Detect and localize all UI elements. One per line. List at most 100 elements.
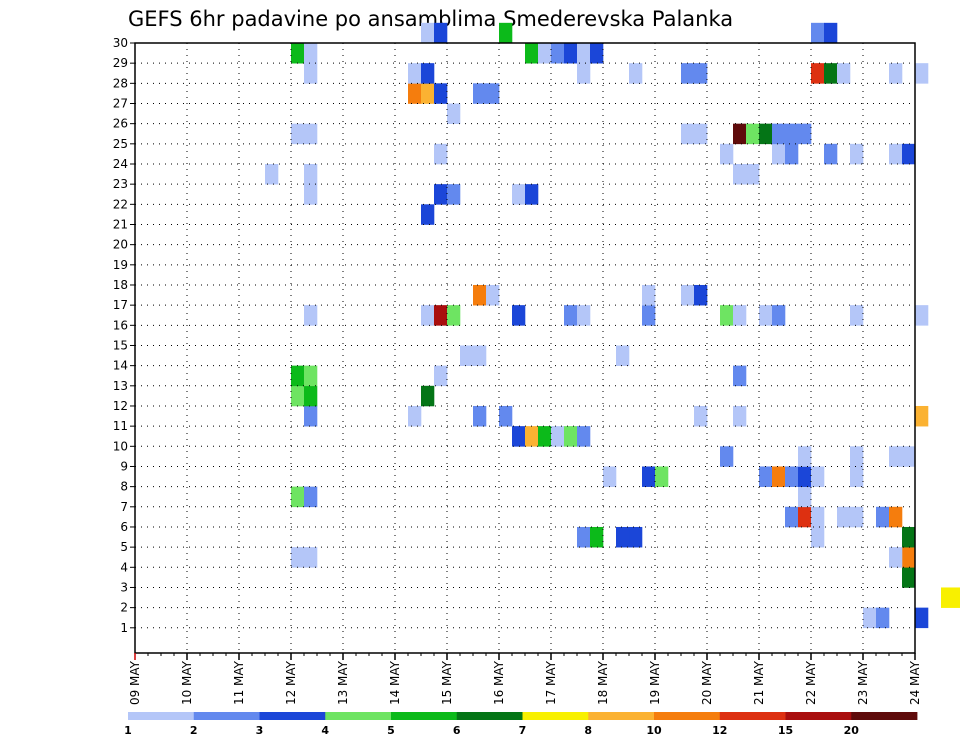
colorbar-swatch-10 — [785, 712, 852, 720]
y-tick-label-18: 18 — [113, 278, 128, 292]
cell-40 — [785, 466, 799, 487]
cell-137 — [408, 83, 422, 104]
cell-23 — [590, 526, 604, 548]
cell-58 — [499, 405, 513, 427]
colorbar-swatch-2 — [259, 712, 326, 720]
cell-119 — [720, 143, 734, 165]
cell-67 — [421, 385, 435, 407]
colorbar-swatch-0 — [128, 712, 195, 720]
cell-14 — [304, 547, 318, 568]
y-tick-label-4: 4 — [120, 560, 128, 574]
cell-31 — [811, 506, 825, 528]
cell-144 — [421, 63, 435, 84]
cell-10 — [902, 567, 916, 588]
cell-60 — [733, 405, 747, 427]
cell-70 — [434, 365, 448, 387]
x-tick-label-12: 21 MAY — [752, 660, 766, 705]
cell-85 — [434, 305, 448, 326]
cell-54 — [577, 426, 591, 447]
cell-13 — [291, 547, 305, 568]
colorbar-swatch-3 — [325, 712, 392, 720]
cell-109 — [304, 184, 318, 205]
cell-32 — [291, 486, 305, 508]
x-tick-label-9: 18 MAY — [596, 660, 610, 705]
y-tick-label-26: 26 — [113, 117, 128, 131]
cell-164 — [499, 22, 513, 44]
cell-99 — [642, 284, 656, 306]
y-tick-label-3: 3 — [120, 580, 128, 594]
y-tick-label-14: 14 — [113, 359, 128, 373]
colorbar-swatch-11 — [851, 712, 918, 720]
colorbar-label-1: 2 — [190, 724, 198, 737]
cell-88 — [564, 305, 578, 326]
y-tick-label-19: 19 — [113, 258, 128, 272]
cell-28 — [889, 506, 903, 528]
y-tick-label-21: 21 — [113, 217, 128, 231]
cell-152 — [889, 63, 903, 84]
y-tick-label-25: 25 — [113, 137, 128, 151]
y-tick-label-11: 11 — [113, 419, 128, 433]
cell-36 — [655, 466, 669, 487]
x-tick-label-3: 12 MAY — [284, 660, 298, 705]
cell-68 — [291, 365, 305, 387]
cell-98 — [486, 284, 500, 306]
cell-0 — [863, 607, 877, 629]
colorbar: 1 2 3 4 5 6 7 8 10 12 15 20 — [124, 712, 918, 737]
colorbar-label-10: 15 — [778, 724, 793, 737]
cell-95 — [850, 305, 864, 326]
cell-112 — [512, 184, 526, 205]
cell-115 — [265, 163, 279, 185]
cell-139 — [434, 83, 448, 104]
x-tick-label-0: 09 MAY — [128, 660, 142, 705]
cell-65 — [291, 385, 305, 407]
cell-123 — [850, 143, 864, 165]
cell-53 — [564, 426, 578, 447]
x-tick-label-6: 15 MAY — [440, 660, 454, 705]
colorbar-swatch-4 — [391, 712, 458, 720]
x-tick-label-4: 13 MAY — [336, 660, 350, 705]
x-tick-label-2: 11 MAY — [232, 660, 246, 705]
cell-45 — [850, 446, 864, 467]
cell-150 — [824, 63, 838, 84]
cell-87 — [512, 305, 526, 326]
x-tick-label-5: 14 MAY — [388, 660, 402, 705]
cell-100 — [681, 284, 695, 306]
y-tick-label-10: 10 — [113, 439, 128, 453]
cell-129 — [694, 123, 708, 145]
colorbar-swatch-8 — [654, 712, 721, 720]
cell-111 — [447, 184, 461, 205]
y-tick-label-28: 28 — [113, 76, 128, 90]
cell-30 — [798, 506, 812, 528]
colorbar-label-4: 5 — [387, 724, 395, 737]
cell-2 — [915, 607, 929, 629]
colorbar-label-8: 10 — [646, 724, 662, 737]
cell-37 — [603, 466, 617, 487]
colorbar-label-3: 4 — [321, 724, 329, 737]
cell-101 — [694, 284, 708, 306]
cell-91 — [720, 305, 734, 326]
y-tick-label-8: 8 — [120, 480, 128, 494]
cell-166 — [824, 22, 838, 44]
y-tick-label-7: 7 — [120, 500, 128, 514]
cell-61 — [915, 405, 929, 427]
cell-153 — [915, 63, 929, 84]
cell-145 — [577, 63, 591, 84]
y-tick-label-13: 13 — [113, 379, 128, 393]
cell-120 — [772, 143, 786, 165]
cell-116 — [733, 163, 747, 185]
cell-34 — [798, 486, 812, 508]
colorbar-label-5: 6 — [453, 724, 461, 737]
colorbar-swatch-6 — [522, 712, 589, 720]
cell-157 — [538, 43, 552, 64]
x-tick-label-11: 20 MAY — [700, 660, 714, 705]
cell-163 — [434, 22, 448, 44]
cell-135 — [798, 123, 812, 145]
colorbar-label-6: 7 — [519, 724, 527, 737]
cell-158 — [551, 43, 565, 64]
cell-127 — [304, 123, 318, 145]
cell-27 — [876, 506, 890, 528]
cell-51 — [538, 426, 552, 447]
cell-117 — [746, 163, 760, 185]
colorbar-swatch-5 — [456, 712, 523, 720]
